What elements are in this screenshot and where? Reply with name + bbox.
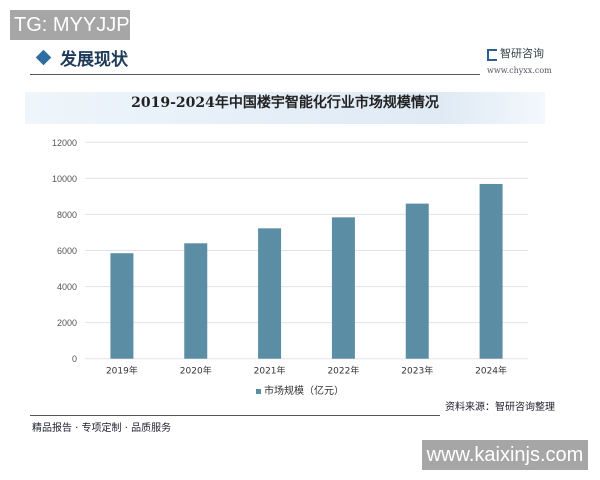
y-tick-label: 0 [72, 354, 77, 364]
y-tick-label: 2000 [57, 318, 77, 328]
x-tick-label: 2019年 [106, 365, 138, 377]
title-band [25, 92, 545, 124]
x-tick-label: 2020年 [180, 365, 212, 377]
y-tick-label: 12000 [52, 138, 77, 148]
bar-2019年 [110, 253, 134, 359]
y-tick-label: 6000 [57, 246, 77, 256]
brand-logo-icon [487, 49, 497, 61]
chart-title: 2019-2024年中国楼宇智能化行业市场规模情况 [131, 95, 439, 111]
brand-name: 智研咨询 [500, 47, 544, 60]
slogan: 精品报告 · 专项定制 · 品质服务 [32, 423, 172, 434]
y-tick-label: 4000 [57, 282, 77, 292]
x-tick-label: 2023年 [401, 365, 433, 377]
bar-chart: 0 2000 4000 6000 8000 10000 12000 2019年 2020年 202… [52, 138, 528, 377]
divider [30, 415, 440, 416]
bar-2021年 [258, 228, 282, 359]
x-tick-label: 2021年 [254, 365, 286, 377]
y-tick-label: 8000 [57, 210, 77, 220]
divider [30, 74, 480, 75]
legend-label: 市场规模（亿元） [264, 386, 344, 397]
source-note: 资料来源：智研咨询整理 [445, 402, 555, 413]
bar-2020年 [184, 243, 208, 359]
section-title: 发展现状 [60, 50, 128, 70]
x-tick-label: 2024年 [475, 365, 507, 377]
watermark-tg-label: TG: MYYJJPP [10, 10, 143, 40]
y-tick-label: 10000 [52, 174, 77, 184]
legend: 市场规模（亿元） [256, 385, 344, 399]
bar-2023年 [405, 203, 429, 359]
legend-swatch [256, 388, 261, 394]
x-tick-label: 2022年 [327, 365, 359, 377]
bar-2024年 [479, 183, 503, 359]
watermark-site-label: www.kaixinjs.com [422, 440, 588, 470]
brand-url: www.chyxx.com [487, 66, 552, 75]
bar-2022年 [331, 217, 355, 359]
